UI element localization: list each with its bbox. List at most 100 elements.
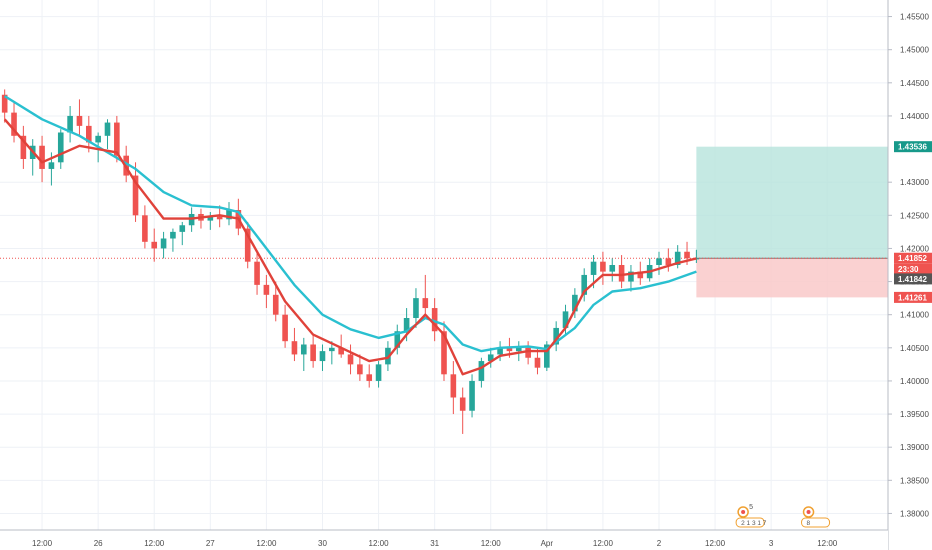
candle: [20, 125, 27, 169]
entry-price-badge-text: 1.41852: [898, 254, 927, 263]
candle-body: [319, 351, 326, 362]
candle-body: [1, 94, 8, 113]
entry-price-badge[interactable]: 1.41852: [894, 252, 932, 264]
candle: [618, 255, 625, 289]
candle: [553, 321, 559, 352]
candle-body: [272, 294, 279, 315]
ema-slow-line: [4, 95, 697, 353]
candle-body: [170, 231, 176, 239]
stop-price-badge[interactable]: 1.41261: [894, 291, 932, 303]
candle: [459, 387, 466, 434]
candle: [170, 228, 176, 252]
time-tick-label: 3: [769, 539, 774, 548]
event-marker[interactable]: 5 2 1 3 1 7: [735, 504, 767, 528]
time-tick-label: 2: [657, 539, 662, 548]
candle-body: [590, 261, 597, 275]
candle: [300, 337, 307, 371]
time-tick-label: 12:00: [369, 539, 390, 548]
candle-body: [534, 357, 541, 368]
candle-body: [431, 308, 438, 332]
candles: [1, 89, 700, 434]
candle: [525, 341, 531, 365]
current-price-badge[interactable]: 1.41842: [894, 273, 932, 285]
time-tick-label: 12:00: [705, 539, 726, 548]
candle: [375, 361, 382, 388]
candle-body: [39, 145, 45, 169]
target-price-badge[interactable]: 1.43536: [894, 141, 932, 153]
time-tick-label: 12:00: [256, 539, 277, 548]
current-price-badge-text: 1.41842: [898, 275, 927, 284]
candle-body: [609, 265, 616, 272]
candle-body: [347, 354, 354, 365]
candle: [656, 251, 662, 275]
candle: [497, 341, 503, 362]
candle-body: [48, 162, 55, 169]
candle: [207, 212, 214, 230]
candle: [1, 89, 8, 123]
candle: [394, 324, 401, 355]
candle: [366, 364, 373, 388]
candle: [244, 221, 251, 269]
price-axis[interactable]: 1.45500 1.45000 1.44500 1.44000 1.43000 1.425…: [887, 0, 932, 550]
candle-body: [487, 354, 494, 362]
event-marker[interactable]: 8: [801, 506, 831, 528]
time-tick-label: 12:00: [144, 539, 165, 548]
price-tick-label: 1.45000: [900, 46, 929, 55]
candle: [581, 268, 588, 302]
event-detail: 8: [807, 520, 811, 527]
time-axis[interactable]: 12:00 26 12:00 27 12:00 30 12:00 31 12:00 Apr 12:0…: [0, 529, 888, 550]
price-tick-label: 1.40500: [900, 344, 929, 353]
candle-body: [450, 374, 457, 398]
candle: [544, 341, 550, 371]
candle: [338, 334, 344, 358]
candle-body: [357, 364, 363, 375]
candle-body: [160, 238, 167, 249]
candle-body: [282, 314, 288, 342]
candle: [57, 129, 64, 169]
time-tick-label: 31: [430, 539, 439, 548]
candle: [76, 99, 83, 136]
event-flag-dot: [741, 510, 746, 514]
candle-body: [207, 216, 214, 221]
price-tick-label: 1.45500: [900, 13, 929, 22]
candle-body: [684, 251, 690, 259]
candle-body: [226, 210, 232, 220]
candle-body: [403, 318, 410, 332]
candle-body: [628, 271, 634, 282]
candle: [104, 119, 111, 150]
event-flag-dot: [806, 510, 811, 514]
event-detail: 2 1 3 1 7: [741, 520, 767, 527]
candle-body: [291, 341, 298, 355]
candle-body: [544, 344, 550, 368]
price-tick-label: 1.44000: [900, 112, 929, 121]
event-group-icon[interactable]: [801, 517, 831, 528]
candle: [431, 298, 438, 342]
candle: [478, 357, 485, 388]
candle: [357, 354, 363, 381]
countdown-badge-text: 23:30: [898, 265, 919, 274]
entry-price-badge-bg: [894, 252, 932, 264]
time-tick-label: 12:00: [32, 539, 53, 548]
target-price-badge-bg: [894, 141, 932, 153]
candle: [39, 135, 45, 183]
moving-averages: [3, 95, 697, 376]
countdown-badge[interactable]: 23:30: [894, 263, 932, 275]
candle-body: [300, 344, 307, 355]
event-group-icon[interactable]: [735, 517, 765, 528]
candle: [600, 251, 606, 285]
candle: [674, 245, 681, 269]
candle-body: [375, 364, 382, 381]
candle-body: [459, 397, 466, 411]
candle: [450, 361, 457, 415]
candle-body: [329, 347, 335, 352]
candle-body: [114, 122, 120, 156]
candle-body: [469, 380, 475, 411]
candle-body: [497, 347, 503, 355]
candle-body: [57, 132, 64, 163]
time-tick-label: 12:00: [593, 539, 614, 548]
candle: [132, 162, 139, 222]
candle-body: [151, 241, 158, 249]
candle-body: [104, 122, 111, 136]
time-tick-label: 27: [206, 539, 215, 548]
